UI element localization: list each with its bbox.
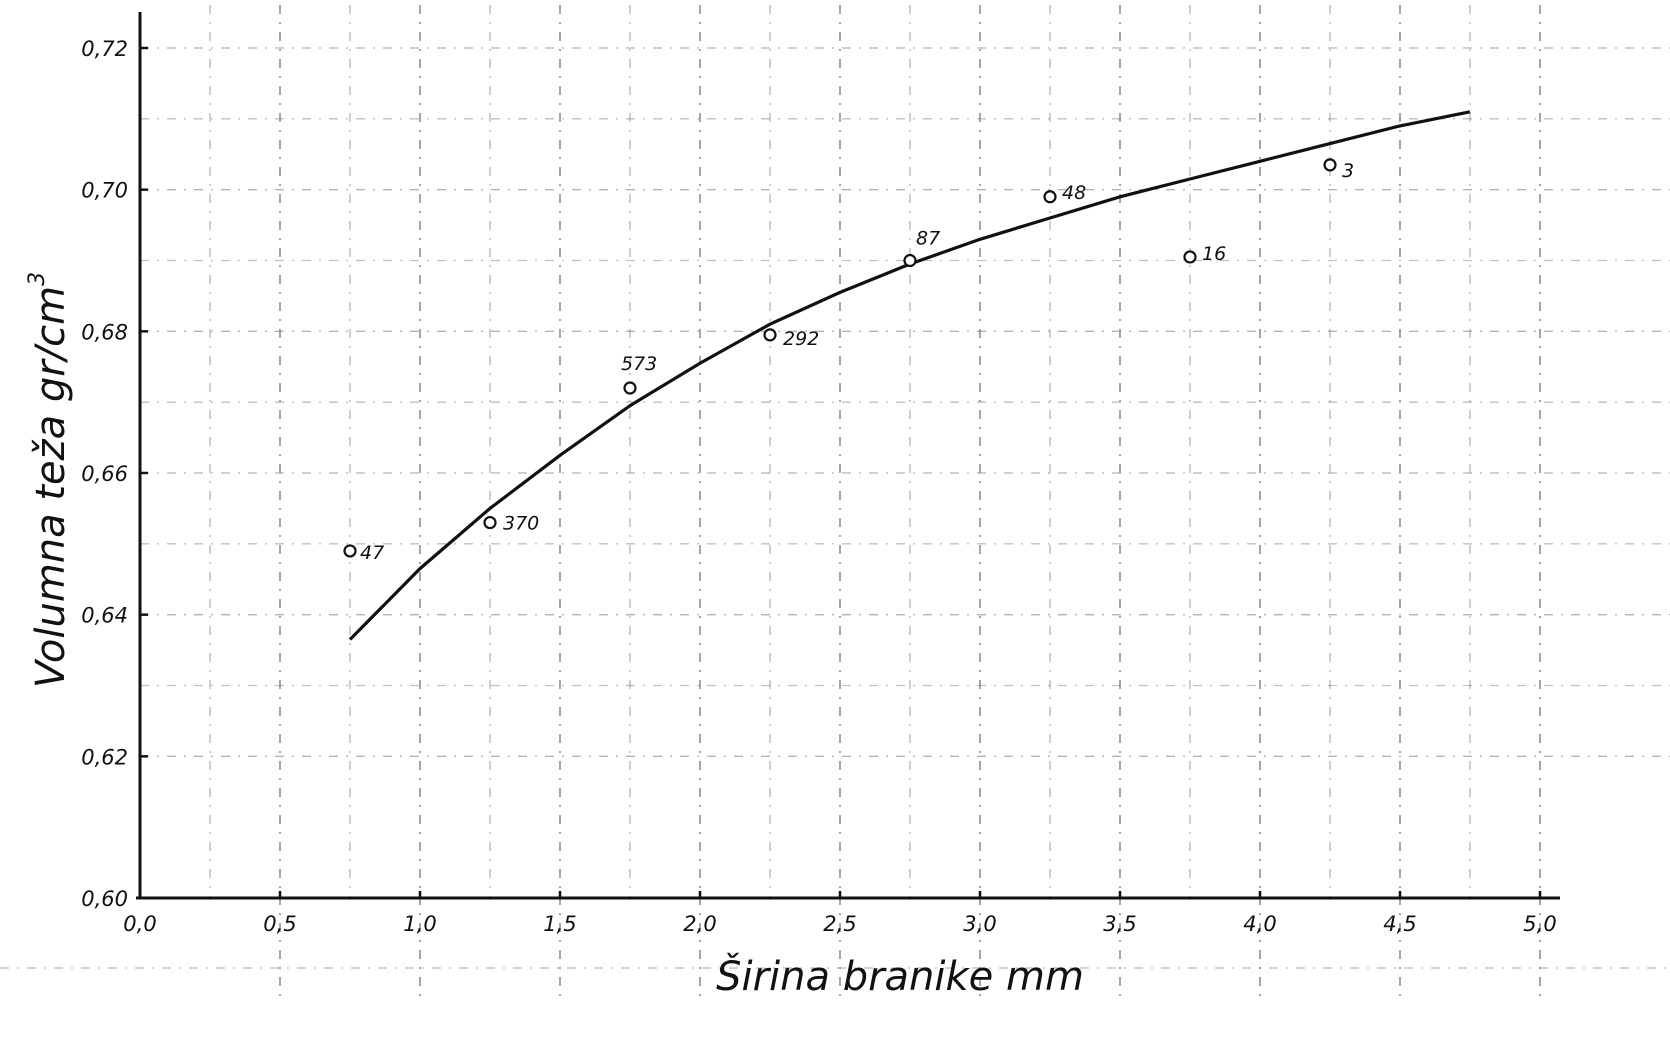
data-point (763, 328, 777, 342)
axis-layer (136, 12, 1560, 900)
data-point (903, 253, 917, 268)
x-tick-label: 2,0 (683, 912, 716, 936)
data-point (1183, 250, 1197, 264)
x-tick-label: 4,5 (1383, 912, 1416, 936)
y-axis-title-group: Volumna teža gr/cm3 (25, 272, 74, 688)
data-point-label: 3 (1342, 160, 1354, 182)
point-layer: 47 370 573 292 87 48 16 3 (343, 158, 1354, 564)
x-tick-label: 0,5 (263, 912, 296, 936)
y-axis-title: Volumna teža gr/cm3 (25, 272, 74, 688)
y-axis-title-superscript: 3 (25, 272, 50, 286)
y-tick-label: 0,62 (81, 745, 128, 769)
x-tick-label: 5,0 (1523, 912, 1556, 936)
data-point-label: 16 (1202, 243, 1226, 265)
tick-layer: 0,0 0,5 1,0 1,5 2,0 2,5 3,0 3,5 4,0 4,5 5,0 0,60 0,6… (81, 37, 1556, 936)
data-point-label: 47 (360, 542, 384, 564)
x-tick-label: 3,0 (963, 912, 996, 936)
x-tick-label: 1,0 (403, 912, 436, 936)
y-tick-label: 0,66 (81, 462, 128, 486)
x-tick-label: 0,0 (123, 912, 156, 936)
x-tick-label: 2,5 (823, 912, 856, 936)
data-point-label: 48 (1062, 182, 1086, 204)
y-tick-label: 0,68 (81, 320, 128, 344)
data-point (1043, 190, 1057, 204)
data-point-label: 370 (503, 513, 539, 535)
y-axis-title-text: Volumna teža gr/cm (28, 286, 74, 688)
y-tick-label: 0,72 (81, 37, 128, 61)
y-tick-label: 0,60 (81, 887, 128, 911)
y-tick-label: 0,64 (81, 604, 128, 628)
fit-curve (348, 110, 1471, 641)
y-tick-label: 0,70 (81, 179, 128, 203)
data-point (1323, 158, 1337, 172)
data-point-label: 87 (916, 228, 940, 250)
data-point-label: 292 (783, 328, 819, 350)
data-point (343, 544, 357, 558)
curve-layer (348, 110, 1471, 641)
data-point (483, 515, 497, 530)
data-point (623, 381, 637, 395)
x-tick-label: 4,0 (1243, 912, 1276, 936)
grid-layer (0, 5, 1670, 1000)
x-axis-title: Širina branike mm (716, 952, 1084, 1000)
x-tick-label: 3,5 (1103, 912, 1136, 936)
x-tick-label: 1,5 (543, 912, 576, 936)
data-point-label: 573 (621, 353, 657, 375)
